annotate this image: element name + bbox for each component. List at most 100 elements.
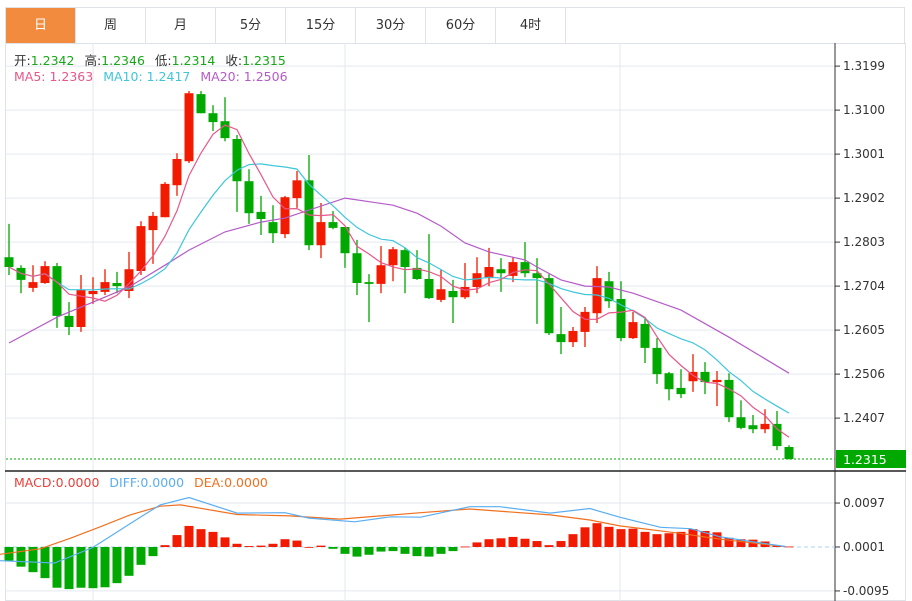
candle	[640, 317, 650, 363]
macd-bar	[640, 531, 650, 547]
price-axis-label: 1.3100	[843, 103, 885, 117]
candle	[388, 247, 398, 282]
candle-body	[484, 267, 494, 279]
macd-bar	[724, 537, 734, 547]
macd-bar	[52, 546, 62, 588]
candle	[664, 371, 674, 401]
candle-body	[580, 311, 590, 332]
candle	[340, 227, 350, 268]
ma10-legend: MA10: 1.2417	[103, 69, 191, 84]
macd-bar	[580, 527, 590, 547]
candle-body	[28, 282, 38, 288]
tab-day[interactable]: 日	[6, 8, 76, 43]
macd-bar	[184, 525, 194, 547]
candle	[496, 258, 506, 292]
candle-body	[592, 278, 602, 314]
macd-bar	[220, 537, 230, 547]
candle	[532, 258, 542, 324]
candle	[172, 153, 182, 196]
macd-bar	[292, 540, 302, 547]
ma10-line	[8, 163, 790, 414]
price-axis-label: 1.2704	[843, 279, 885, 293]
candle-body	[556, 334, 566, 343]
candle-body	[544, 278, 554, 334]
macd-bar	[460, 546, 470, 548]
tab-month[interactable]: 月	[146, 8, 216, 43]
candle-body	[520, 262, 530, 274]
macd-bar	[604, 526, 614, 547]
close-label: 收:	[225, 53, 243, 68]
macd-bar	[424, 546, 434, 557]
candle	[28, 265, 38, 292]
candle	[328, 211, 338, 230]
open-label: 开:	[14, 53, 31, 68]
candle-body	[724, 379, 734, 418]
candle	[568, 327, 578, 347]
tab-15min[interactable]: 15分	[286, 8, 356, 43]
price-axis-label: 1.2902	[843, 191, 885, 205]
candle-body	[436, 289, 446, 300]
candle-body	[412, 267, 422, 279]
macd-bar	[532, 541, 542, 547]
candle-body	[76, 290, 86, 327]
candle	[628, 311, 638, 339]
tab-60min[interactable]: 60分	[426, 8, 496, 43]
macd-bar	[124, 546, 134, 576]
macd-bar	[340, 546, 350, 554]
candle	[676, 369, 686, 399]
candle-body	[628, 322, 638, 339]
tab-5min[interactable]: 5分	[216, 8, 286, 43]
macd-bar	[112, 546, 122, 584]
macd-bar	[412, 546, 422, 557]
ohlc-legend: 开:1.2342 高:1.2346 低:1.2314 收:1.2315	[14, 50, 292, 69]
candle-body	[244, 181, 254, 214]
tab-week[interactable]: 周	[76, 8, 146, 43]
dea-legend-value: DEA:0.0000	[194, 475, 268, 490]
candle-body	[472, 273, 482, 287]
candle-body	[448, 291, 458, 298]
ma5-line	[8, 124, 790, 438]
candle	[460, 263, 470, 299]
candle-body	[184, 93, 194, 162]
high-label: 高:	[84, 53, 102, 68]
macd-bar	[652, 534, 662, 547]
candle	[232, 135, 242, 212]
candle-body	[256, 211, 266, 219]
candle-body	[568, 331, 578, 343]
candle-body	[784, 447, 794, 459]
macd-bar	[208, 531, 218, 547]
candle	[208, 105, 218, 131]
macd-bar	[88, 546, 98, 589]
tab-30min[interactable]: 30分	[356, 8, 426, 43]
candle	[556, 307, 566, 355]
candle	[724, 373, 734, 423]
candle-body	[52, 266, 62, 316]
macd-bar	[376, 546, 386, 552]
candle-body	[304, 180, 314, 246]
price-axis-label: 1.3001	[843, 147, 885, 161]
macd-axis-label: 0.0001	[843, 540, 885, 554]
macd-bar	[508, 536, 518, 547]
candle	[652, 338, 662, 384]
macd-bar	[484, 539, 494, 547]
macd-bar	[148, 546, 158, 557]
candle-body	[388, 249, 398, 266]
candle-body	[508, 262, 518, 276]
candle	[688, 354, 698, 392]
macd-bar	[688, 529, 698, 547]
macd-bar	[556, 541, 566, 547]
candle-body	[232, 139, 242, 182]
candle-body	[700, 371, 710, 383]
candle	[472, 257, 482, 294]
macd-legend-value: MACD:0.0000	[14, 475, 100, 490]
candle-body	[676, 387, 686, 395]
candle-body	[292, 180, 302, 199]
candle	[580, 307, 590, 347]
macd-bar	[772, 545, 782, 547]
candle	[436, 269, 446, 303]
ma5-legend: MA5: 1.2363	[14, 69, 94, 84]
tab-4hour[interactable]: 4时	[496, 8, 566, 43]
macd-bar	[736, 539, 746, 547]
candle	[376, 246, 386, 294]
